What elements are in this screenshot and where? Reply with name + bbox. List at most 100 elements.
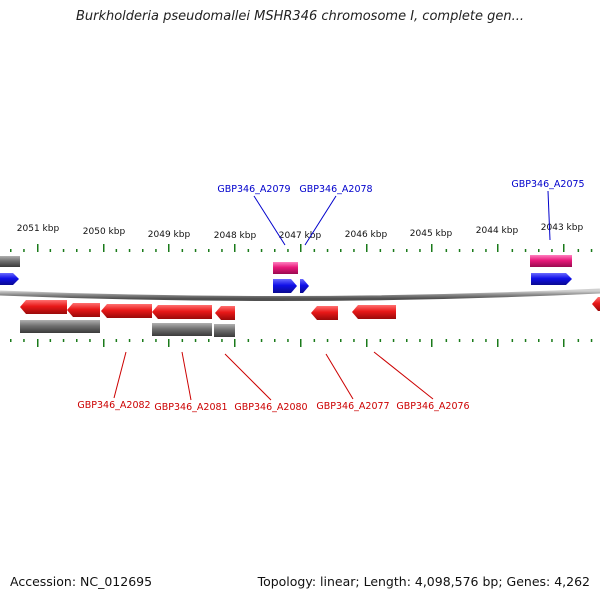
topology-text: Topology: linear; Length: 4,098,576 bp; … — [257, 574, 590, 589]
minor-tick — [247, 339, 250, 342]
minus-gene-arrow — [20, 300, 67, 314]
minor-tick — [577, 339, 580, 342]
minus-gene-arrow — [67, 303, 100, 317]
minor-tick — [208, 249, 210, 252]
gene-label: GBP346_A2082 — [77, 400, 150, 411]
rna-feature — [273, 262, 298, 274]
minor-tick — [274, 339, 276, 342]
minor-tick — [194, 249, 197, 252]
minus-gene-arrow — [311, 306, 338, 320]
grey-feature — [0, 256, 20, 267]
minor-tick — [379, 249, 382, 252]
scale-tick-label: 2051 kbp — [17, 224, 60, 234]
minor-tick — [155, 339, 157, 342]
minus-strand-features — [20, 297, 600, 337]
leader-line — [547, 190, 551, 241]
minor-tick — [590, 339, 593, 342]
minor-tick — [62, 249, 65, 252]
minor-tick — [76, 249, 78, 252]
scale-tick-label: 2048 kbp — [214, 231, 257, 241]
major-tick — [431, 339, 433, 347]
minor-tick — [287, 339, 289, 342]
minor-tick — [181, 249, 184, 252]
gene-label: GBP346_A2078 — [299, 184, 372, 195]
grey-feature — [152, 323, 212, 336]
minor-tick — [353, 249, 355, 252]
accession-text: Accession: NC_012695 — [10, 574, 153, 589]
minor-tick — [62, 339, 65, 342]
scale-ticks-top — [10, 244, 593, 252]
gene-label: GBP346_A2077 — [316, 401, 389, 412]
minor-tick — [23, 249, 25, 252]
minor-tick — [221, 339, 223, 342]
map-title: Burkholderia pseudomallei MSHR346 chromo… — [75, 9, 525, 24]
minor-tick — [538, 249, 540, 252]
minor-tick — [89, 249, 91, 252]
minor-tick — [472, 339, 474, 342]
gene-label: GBP346_A2075 — [511, 179, 584, 190]
leader-line — [181, 351, 192, 401]
gene-labels: GBP346_A2079 GBP346_A2078 GBP346_A2075 GBP3… — [77, 179, 584, 413]
major-tick — [103, 244, 105, 252]
plus-gene-arrow — [300, 279, 309, 293]
scale-ticks-bottom — [10, 339, 593, 347]
major-tick — [234, 339, 236, 347]
scale-tick-label: 2049 kbp — [148, 230, 191, 240]
minor-tick — [221, 249, 223, 252]
major-tick — [497, 244, 499, 252]
minor-tick — [419, 249, 421, 252]
plus-strand-features — [0, 255, 572, 293]
minor-tick — [115, 249, 118, 252]
scale-tick-label: 2045 kbp — [410, 229, 453, 239]
minor-tick — [524, 339, 527, 342]
minor-tick — [128, 249, 131, 252]
minor-tick — [524, 249, 527, 252]
major-tick — [37, 244, 39, 252]
minor-tick — [326, 339, 329, 342]
minor-tick — [406, 249, 408, 252]
plus-gene-arrow — [273, 279, 297, 293]
minor-tick — [128, 339, 131, 342]
major-tick — [300, 339, 302, 347]
major-tick — [234, 244, 236, 252]
leader-line — [325, 353, 354, 400]
minor-tick — [76, 339, 78, 342]
minor-tick — [458, 339, 461, 342]
rna-feature — [530, 255, 572, 267]
major-tick — [168, 339, 170, 347]
minor-tick — [406, 339, 408, 342]
leader-line — [373, 351, 434, 400]
minor-tick — [49, 339, 52, 342]
minor-tick — [485, 339, 487, 342]
scale-tick-label: 2047 kbp — [279, 231, 322, 241]
scale-tick-label: 2044 kbp — [476, 226, 519, 236]
minus-gene-arrow — [101, 304, 152, 318]
grey-feature — [20, 320, 100, 333]
major-tick — [563, 244, 565, 252]
minor-tick — [208, 339, 210, 342]
minus-gene-arrow — [215, 306, 235, 320]
minor-tick — [445, 339, 448, 342]
minor-tick — [577, 249, 580, 252]
minor-tick — [326, 249, 329, 252]
major-tick — [37, 339, 39, 347]
minor-tick — [340, 249, 342, 252]
scale-tick-label: 2046 kbp — [345, 230, 388, 240]
major-tick — [300, 244, 302, 252]
major-tick — [366, 339, 368, 347]
minor-tick — [287, 249, 289, 252]
minor-tick — [551, 249, 553, 252]
minor-tick — [10, 249, 12, 252]
minor-tick — [313, 339, 316, 342]
minor-tick — [142, 249, 144, 252]
minor-tick — [538, 339, 540, 342]
scale-labels: 2051 kbp 2050 kbp 2049 kbp 2048 kbp 2047 kbp… — [17, 223, 584, 241]
major-tick — [431, 244, 433, 252]
gene-label: GBP346_A2080 — [234, 402, 307, 413]
minor-tick — [511, 249, 514, 252]
minor-tick — [458, 249, 461, 252]
gene-label-leaders — [113, 190, 551, 401]
minor-tick — [23, 339, 25, 342]
minor-tick — [445, 249, 448, 252]
